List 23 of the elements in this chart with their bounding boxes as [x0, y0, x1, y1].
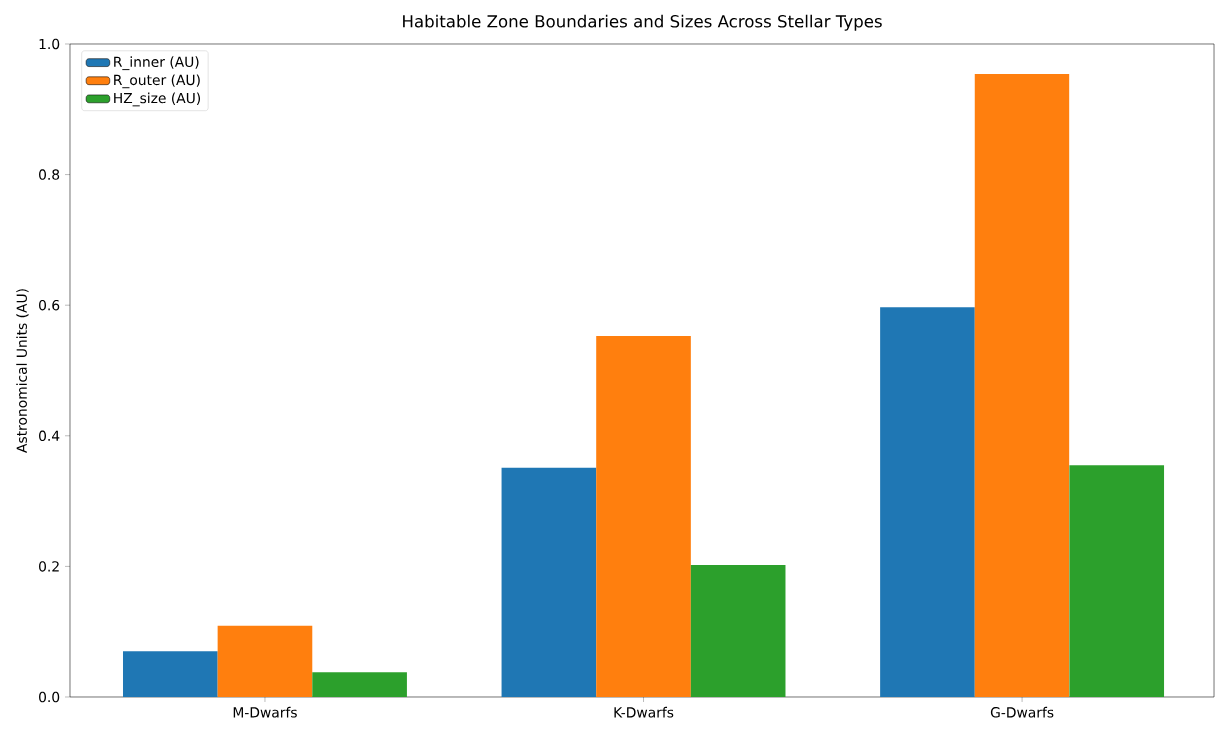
bar	[596, 335, 691, 697]
x-tick-label: K-Dwarfs	[614, 706, 674, 718]
chart-title: Habitable Zone Boundaries and Sizes Across Stellar Types	[403, 14, 882, 31]
bar	[1069, 465, 1165, 697]
legend-label: R_inner (AU)	[114, 56, 199, 71]
legend-label: HZ_size (AU)	[114, 92, 201, 107]
x-tick-label: G-Dwarfs	[990, 706, 1054, 718]
y-tick-label: 0.4	[39, 430, 60, 442]
bar	[217, 625, 313, 697]
y-tick-label: 0.6	[39, 299, 60, 311]
bar	[312, 672, 407, 697]
bar	[690, 565, 786, 697]
bar	[974, 74, 1070, 697]
bar	[501, 467, 597, 697]
legend-label: R_outer (AU)	[114, 74, 200, 89]
y-tick-label: 0.2	[39, 561, 59, 572]
y-tick-label: 0.8	[39, 169, 60, 180]
bar	[880, 307, 975, 697]
y-axis-title: Astronomical Units (AU)	[16, 289, 29, 453]
y-tick-label: 1.0	[39, 38, 60, 50]
x-tick-label: M-Dwarfs	[233, 706, 297, 718]
bar	[123, 651, 218, 697]
y-tick-label: 0.0	[39, 691, 60, 703]
